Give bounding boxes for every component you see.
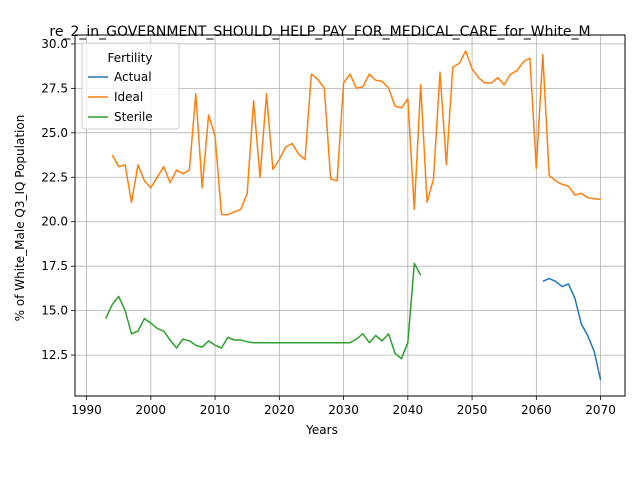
y-tick-label: 25.0 [41,126,68,140]
x-tick-label: 2040 [393,403,424,417]
x-tick-label: 2060 [521,403,552,417]
x-tick-label: 2070 [585,403,616,417]
x-tick-label: 2030 [328,403,359,417]
legend: Fertility Actual Ideal Sterile [81,42,180,130]
series-line-actual [542,277,602,381]
grid-lines [75,35,625,396]
y-tick-label: 17.5 [41,259,68,273]
x-tick-label: 2020 [264,403,295,417]
series-line-sterile [105,262,422,360]
legend-items: Actual Ideal Sterile [88,70,153,124]
x-axis-label: Years [305,423,338,437]
legend-label-ideal: Ideal [114,90,143,104]
y-tick-label: 27.5 [41,81,68,95]
legend-title: Fertility [107,51,152,65]
x-tick-label: 2010 [200,403,231,417]
y-tick-label: 22.5 [41,170,68,184]
y-tick-label: 15.0 [41,304,68,318]
chart-title: re_2_in_GOVERNMENT_SHOULD_HELP_PAY_FOR_M… [49,24,590,40]
y-axis-label: % of White_Male Q3_IQ Population [13,115,27,322]
series-lines [105,50,602,381]
x-tick-label: 1990 [71,403,102,417]
x-tick-label: 2050 [457,403,488,417]
y-tick-label: 20.0 [41,215,68,229]
series-line-ideal [111,50,601,216]
legend-label-actual: Actual [114,70,152,84]
y-tick-label: 12.5 [41,348,68,362]
legend-box [81,42,180,130]
legend-label-sterile: Sterile [114,110,153,124]
plot-frame [74,34,626,397]
y-axis: 12.5 15.0 17.5 20.0 22.5 25.0 27.5 30.0 [41,37,75,362]
y-tick-label: 30.0 [41,37,68,51]
x-axis: 1990 2000 2010 2020 2030 2040 2050 2060 2070 [71,396,616,417]
x-tick-label: 2000 [136,403,167,417]
